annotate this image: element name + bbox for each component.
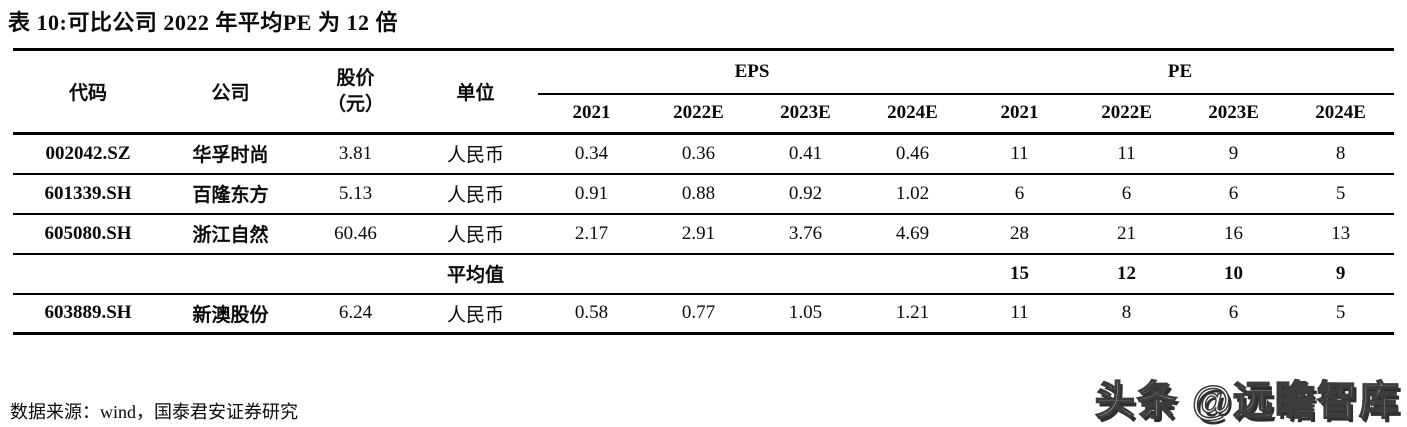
col-header-unit: 单位: [456, 83, 495, 104]
data-source-note: 数据来源：wind，国泰君安证券研究: [10, 402, 298, 422]
cell-pe-2021: 28: [966, 212, 1074, 254]
cell-pe-2022e: 11: [1073, 132, 1181, 174]
cell-eps-2024e: 1.02: [859, 172, 967, 214]
col-header-eps-2023e: 2023E: [780, 102, 831, 124]
col-header-company: 公司: [211, 83, 250, 104]
cell-eps-2021: 0.34: [538, 132, 645, 174]
cell-pe-2023e: 6: [1180, 292, 1288, 335]
cell-code: 002042.SZ: [13, 132, 163, 174]
col-header-price-line1: 股价: [336, 67, 375, 89]
cell-pe-2023e: 10: [1180, 252, 1288, 294]
cell-code: 603889.SH: [13, 292, 163, 335]
col-header-pe-2022e: 2022E: [1101, 102, 1152, 124]
cell-pe-2022e: 21: [1073, 212, 1181, 254]
cell-company: 浙江自然: [163, 212, 298, 254]
cell-pe-2024e: 5: [1287, 172, 1395, 214]
cell-pe-2021: 11: [966, 132, 1074, 174]
cell-pe-2024e: 8: [1287, 132, 1395, 174]
cell-pe-2024e: 13: [1287, 212, 1395, 254]
cell-pe-2021: 11: [966, 292, 1074, 335]
cell-unit: 人民币: [413, 132, 538, 174]
table-title: 表 10:可比公司 2022 年平均PE 为 12 倍: [8, 10, 398, 35]
col-header-pe-2021: 2021: [1000, 102, 1039, 124]
table-row: 603889.SH 新澳股份 6.24 人民币 0.58 0.77 1.05 1…: [13, 292, 1395, 335]
cell-eps-2023e: 1.05: [752, 292, 859, 335]
cell-company: 新澳股份: [163, 292, 298, 335]
cell-pe-2024e: 9: [1287, 252, 1395, 294]
cell-eps-2022e: 0.77: [645, 292, 752, 335]
cell-eps-2022e: 0.88: [645, 172, 752, 214]
cell-pe-2023e: 6: [1180, 172, 1288, 214]
cell-eps-2023e: [752, 252, 859, 294]
col-header-price-line2: （元）: [326, 93, 384, 115]
cell-price: [298, 252, 413, 294]
cell-eps-2021: 2.17: [538, 212, 645, 254]
cell-eps-2024e: 0.46: [859, 132, 967, 174]
col-header-pe-2024e: 2024E: [1315, 102, 1366, 124]
cell-unit: 人民币: [413, 292, 538, 335]
col-header-eps-2021: 2021: [572, 102, 611, 124]
cell-eps-2021: [538, 252, 645, 294]
cell-pe-2024e: 5: [1287, 292, 1395, 335]
col-group-eps: EPS: [538, 49, 967, 95]
cell-eps-2021: 0.91: [538, 172, 645, 214]
header-year-row: 2021 2022E 2023E 2024E 2021 2022E 2023E …: [13, 94, 1394, 134]
average-label: 平均值: [413, 252, 538, 294]
cell-company: 华孚时尚: [163, 132, 298, 174]
table-row: 601339.SH 百隆东方 5.13 人民币 0.91 0.88 0.92 1…: [13, 172, 1395, 214]
cell-eps-2024e: 4.69: [859, 212, 967, 254]
cell-pe-2022e: 12: [1073, 252, 1181, 294]
cell-code: 605080.SH: [13, 212, 163, 254]
comparable-companies-table: 代码 公司 股价 （元） 单位 EPS PE 2021 2022E 2023E …: [13, 48, 1395, 335]
cell-pe-2023e: 16: [1180, 212, 1288, 254]
col-header-eps-2022e: 2022E: [673, 102, 724, 124]
cell-company: [163, 252, 298, 294]
col-header-pe-2023e: 2023E: [1208, 102, 1259, 124]
watermark: 头条 @远瞻智库: [1094, 378, 1401, 424]
cell-price: 60.46: [298, 212, 413, 254]
cell-price: 3.81: [298, 132, 413, 174]
col-header-code: 代码: [68, 83, 107, 104]
col-group-pe: PE: [966, 49, 1395, 95]
cell-pe-2022e: 8: [1073, 292, 1181, 335]
cell-code: [13, 252, 163, 294]
cell-code: 601339.SH: [13, 172, 163, 214]
cell-company: 百隆东方: [163, 172, 298, 214]
cell-eps-2021: 0.58: [538, 292, 645, 335]
cell-eps-2022e: [645, 252, 752, 294]
average-row: 平均值 15 12 10 9: [13, 252, 1395, 294]
header-group-row: 代码 公司 股价 （元） 单位 EPS PE: [13, 49, 1395, 115]
col-header-price: 股价 （元）: [298, 50, 413, 134]
cell-eps-2024e: [859, 252, 967, 294]
cell-pe-2022e: 6: [1073, 172, 1181, 214]
col-header-eps-2024e: 2024E: [887, 102, 938, 124]
table-row: 605080.SH 浙江自然 60.46 人民币 2.17 2.91 3.76 …: [13, 212, 1395, 254]
cell-price: 6.24: [298, 292, 413, 335]
cell-eps-2022e: 2.91: [645, 212, 752, 254]
cell-eps-2023e: 0.92: [752, 172, 859, 214]
cell-price: 5.13: [298, 172, 413, 214]
cell-eps-2023e: 3.76: [752, 212, 859, 254]
cell-pe-2021: 6: [966, 172, 1074, 214]
cell-eps-2024e: 1.21: [859, 292, 967, 335]
cell-eps-2023e: 0.41: [752, 132, 859, 174]
cell-unit: 人民币: [413, 172, 538, 214]
cell-eps-2022e: 0.36: [645, 132, 752, 174]
table-row: 002042.SZ 华孚时尚 3.81 人民币 0.34 0.36 0.41 0…: [13, 132, 1395, 174]
cell-pe-2021: 15: [966, 252, 1074, 294]
cell-pe-2023e: 9: [1180, 132, 1288, 174]
cell-unit: 人民币: [413, 212, 538, 254]
